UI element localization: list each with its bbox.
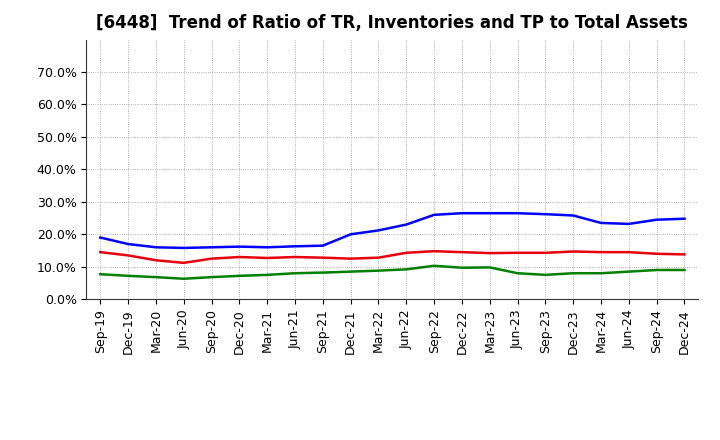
Trade Payables (541, 272, 550, 278)
Trade Receivables (624, 249, 633, 255)
Trade Receivables (179, 260, 188, 265)
Inventories (318, 243, 327, 248)
Inventories (179, 245, 188, 250)
Inventories (207, 245, 216, 250)
Trade Payables (235, 273, 243, 279)
Line: Inventories: Inventories (100, 213, 685, 248)
Trade Receivables (207, 256, 216, 261)
Inventories (430, 212, 438, 217)
Trade Receivables (569, 249, 577, 254)
Inventories (624, 221, 633, 227)
Trade Payables (597, 271, 606, 276)
Inventories (291, 244, 300, 249)
Trade Receivables (430, 249, 438, 254)
Trade Payables (179, 276, 188, 282)
Trade Receivables (680, 252, 689, 257)
Title: [6448]  Trend of Ratio of TR, Inventories and TP to Total Assets: [6448] Trend of Ratio of TR, Inventories… (96, 15, 688, 33)
Trade Receivables (263, 255, 271, 260)
Trade Receivables (346, 256, 355, 261)
Trade Payables (124, 273, 132, 279)
Trade Payables (430, 263, 438, 268)
Trade Payables (207, 275, 216, 280)
Inventories (235, 244, 243, 249)
Inventories (263, 245, 271, 250)
Inventories (485, 211, 494, 216)
Trade Payables (346, 269, 355, 274)
Inventories (124, 242, 132, 247)
Trade Payables (318, 270, 327, 275)
Inventories (513, 211, 522, 216)
Inventories (652, 217, 661, 222)
Inventories (96, 235, 104, 240)
Trade Payables (291, 271, 300, 276)
Trade Receivables (541, 250, 550, 256)
Trade Receivables (152, 258, 161, 263)
Trade Payables (458, 265, 467, 270)
Inventories (458, 211, 467, 216)
Trade Receivables (652, 251, 661, 257)
Inventories (680, 216, 689, 221)
Trade Receivables (291, 254, 300, 260)
Trade Receivables (124, 253, 132, 258)
Trade Receivables (318, 255, 327, 260)
Inventories (374, 228, 383, 233)
Trade Receivables (458, 249, 467, 255)
Inventories (541, 212, 550, 217)
Trade Payables (402, 267, 410, 272)
Trade Receivables (513, 250, 522, 256)
Trade Receivables (402, 250, 410, 256)
Trade Receivables (235, 254, 243, 260)
Inventories (152, 245, 161, 250)
Trade Receivables (485, 250, 494, 256)
Line: Trade Receivables: Trade Receivables (100, 251, 685, 263)
Inventories (569, 213, 577, 218)
Trade Payables (569, 271, 577, 276)
Trade Payables (624, 269, 633, 274)
Trade Receivables (597, 249, 606, 255)
Inventories (402, 222, 410, 227)
Trade Payables (652, 268, 661, 273)
Trade Payables (374, 268, 383, 273)
Line: Trade Payables: Trade Payables (100, 266, 685, 279)
Trade Payables (152, 275, 161, 280)
Trade Payables (96, 271, 104, 277)
Trade Payables (263, 272, 271, 278)
Inventories (346, 231, 355, 237)
Trade Payables (513, 271, 522, 276)
Trade Payables (485, 265, 494, 270)
Inventories (597, 220, 606, 226)
Trade Receivables (374, 255, 383, 260)
Trade Payables (680, 268, 689, 273)
Trade Receivables (96, 249, 104, 255)
